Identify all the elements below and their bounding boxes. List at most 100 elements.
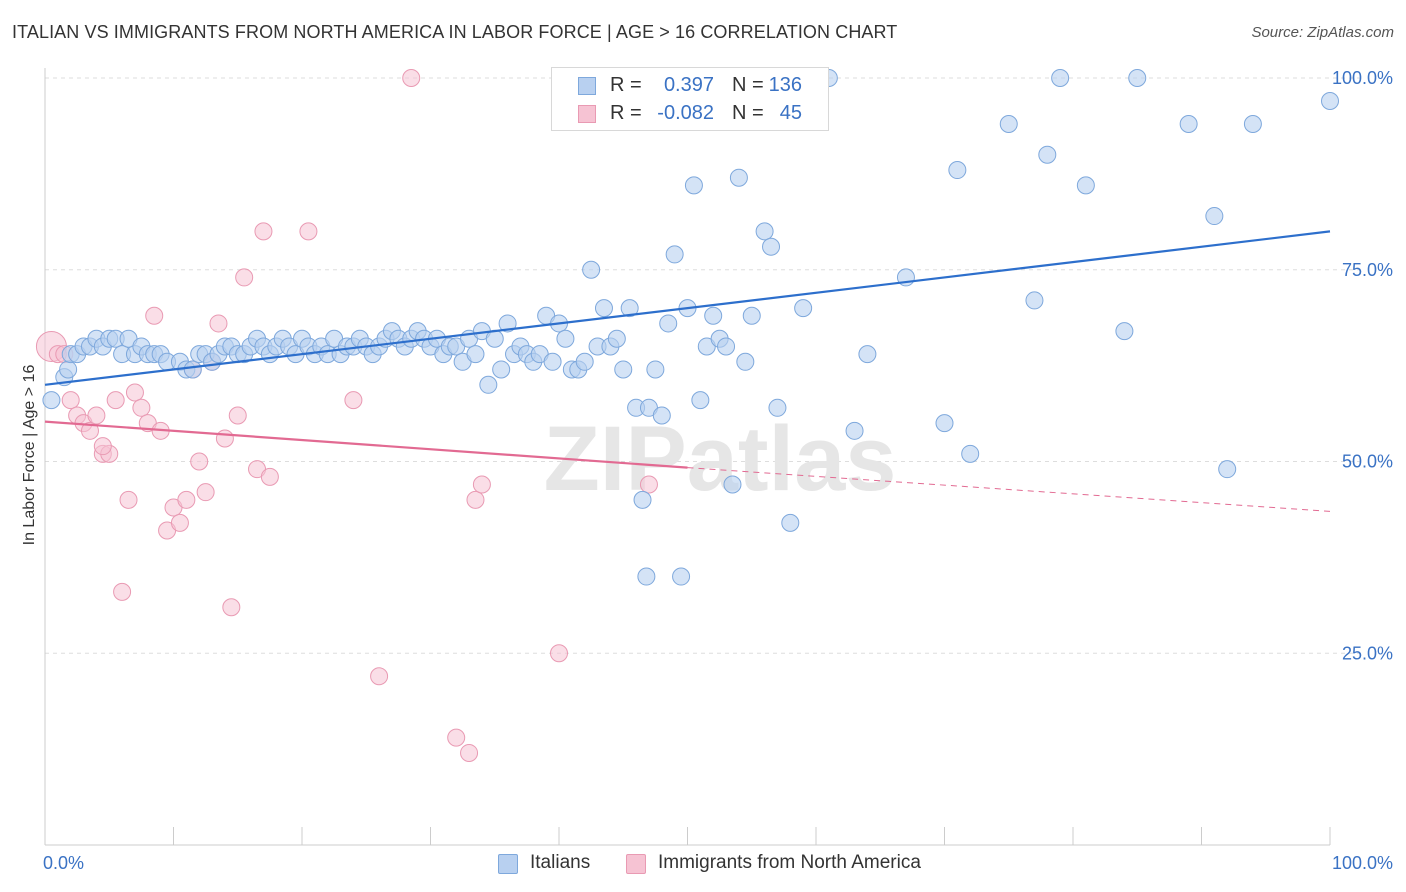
immigrants-point — [87, 406, 106, 425]
italians-point — [620, 299, 639, 318]
watermark: ZIPatlas — [544, 408, 897, 510]
y-tick-label: 100.0% — [1332, 68, 1393, 88]
italians-point — [794, 299, 813, 318]
legend-label: Italians — [530, 852, 591, 873]
source-label: Source: ZipAtlas.com — [1251, 24, 1394, 41]
r-label: R = — [610, 74, 642, 96]
italians-point — [1321, 92, 1339, 111]
italians-point — [999, 115, 1018, 134]
immigrants-point — [370, 667, 389, 686]
immigrants-legend-swatch — [626, 854, 646, 874]
immigrants-point — [170, 513, 189, 532]
italians-point — [858, 345, 877, 364]
italians-point — [492, 360, 511, 379]
n-label: N = — [732, 102, 764, 124]
italians-point — [582, 260, 601, 279]
italians-point — [498, 314, 517, 333]
italians-point — [183, 360, 202, 379]
italians-point — [717, 337, 736, 356]
stats-legend: R = 0.397 N = 136 R = -0.082 N = 45 — [551, 67, 829, 131]
italians-trend-line — [44, 230, 1331, 386]
x-tick-label: 100.0% — [1332, 853, 1393, 873]
italians-point — [652, 406, 671, 425]
x-tick-label: 0.0% — [43, 853, 84, 873]
immigrants-point — [145, 306, 164, 325]
italians-point — [614, 360, 633, 379]
italians-point — [723, 475, 742, 494]
italians-point — [948, 161, 967, 180]
n-label: N = — [732, 74, 764, 96]
immigrants-point — [61, 391, 80, 410]
italians-point — [59, 360, 78, 379]
y-tick-label: 50.0% — [1342, 452, 1393, 472]
italians-point — [1243, 115, 1262, 134]
immigrants-points — [35, 69, 658, 762]
italians-point — [575, 352, 594, 371]
italians-point — [736, 352, 755, 371]
immigrants-point — [125, 383, 144, 402]
grid-lines — [45, 77, 1360, 654]
immigrants-point — [299, 222, 318, 241]
immigrants-point — [132, 398, 151, 417]
r-value: -0.082 — [657, 102, 714, 124]
italians-point — [665, 245, 684, 264]
italians-point — [768, 398, 787, 417]
italians-point — [594, 299, 613, 318]
immigrants-trend-extension — [687, 467, 1331, 512]
italians-point — [1038, 145, 1057, 164]
italians-point — [633, 490, 652, 509]
y-tick-label: 75.0% — [1342, 260, 1393, 280]
italians-point — [781, 513, 800, 532]
italians-point — [646, 360, 665, 379]
immigrants-trend-line — [44, 420, 688, 469]
immigrants-point — [260, 467, 279, 486]
immigrants-point — [113, 582, 132, 601]
italians-point — [742, 306, 761, 325]
italians-point — [637, 567, 656, 586]
immigrants-point — [254, 222, 273, 241]
italians-point — [659, 314, 678, 333]
trend-lines — [44, 230, 1331, 512]
chart-title: ITALIAN VS IMMIGRANTS FROM NORTH AMERICA… — [12, 22, 898, 42]
immigrants-point — [119, 490, 138, 509]
italians-swatch — [578, 77, 596, 95]
r-label: R = — [610, 102, 642, 124]
axes — [44, 68, 1331, 846]
immigrants-point — [472, 475, 491, 494]
italians-point — [755, 222, 774, 241]
italians-point — [42, 391, 61, 410]
italians-point — [1051, 69, 1070, 87]
italians-point — [556, 329, 575, 348]
italians-point — [704, 306, 723, 325]
y-axis-label: In Labor Force | Age > 16 — [21, 365, 38, 546]
immigrants-point — [222, 598, 241, 617]
immigrants-point — [215, 429, 234, 448]
immigrants-point — [228, 406, 247, 425]
italians-point — [479, 375, 498, 394]
immigrants-point — [639, 475, 658, 494]
immigrants-point — [106, 391, 125, 410]
stats-row-immigrants: R = -0.082 N = 45 — [552, 100, 828, 128]
italians-point — [1115, 322, 1134, 341]
n-value: 136 — [768, 74, 802, 96]
italians-point — [935, 414, 954, 433]
italians-point — [729, 168, 748, 187]
y-tick-label: 25.0% — [1342, 643, 1393, 663]
immigrants-point — [402, 69, 421, 87]
italians-point — [1179, 115, 1198, 134]
italians-point — [845, 421, 864, 440]
legend-label: Immigrants from North America — [658, 852, 921, 873]
italians-point — [543, 352, 562, 371]
immigrants-point — [447, 728, 466, 747]
immigrants-point — [550, 644, 568, 663]
italians-point — [1025, 291, 1044, 310]
n-value: 45 — [779, 102, 802, 124]
stats-row-italians: R = 0.397 N = 136 — [552, 72, 828, 100]
immigrants-point — [177, 490, 196, 509]
italians-point — [466, 345, 485, 364]
italians-point — [607, 329, 626, 348]
immigrants-point — [466, 490, 485, 509]
tick-labels: 25.0% 50.0% 75.0% 100.0% 0.0% 100.0% — [43, 68, 1393, 873]
italians-point — [1218, 460, 1237, 479]
